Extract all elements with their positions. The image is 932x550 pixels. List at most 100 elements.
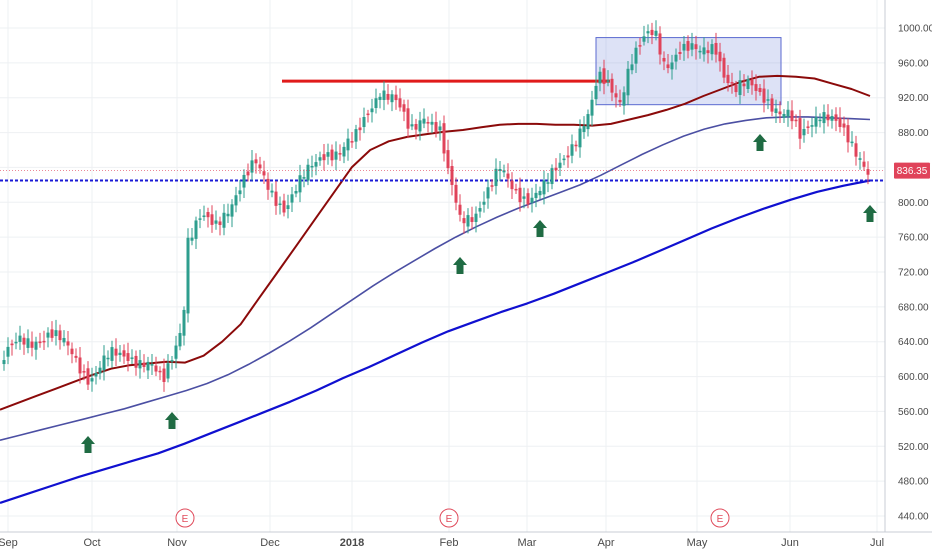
y-tick-label: 760.00	[898, 233, 929, 244]
candle	[118, 344, 122, 362]
candle	[370, 98, 374, 123]
candle-body	[706, 50, 710, 54]
candle-body	[186, 237, 190, 314]
candle-body	[78, 357, 82, 374]
candle-body	[226, 213, 230, 217]
candle-body	[258, 164, 262, 169]
candle	[778, 101, 782, 123]
candle-body	[862, 161, 866, 167]
candle-body	[794, 119, 798, 122]
candle-body	[126, 353, 130, 361]
candle-body	[602, 68, 606, 84]
candle-body	[798, 118, 802, 139]
candle	[610, 73, 614, 102]
y-tick-label: 640.00	[898, 337, 929, 348]
candle-body	[438, 126, 442, 131]
candle-body	[754, 84, 758, 91]
candle	[770, 93, 774, 117]
candle	[158, 366, 162, 381]
candle	[238, 180, 242, 202]
candle	[334, 141, 338, 171]
candle	[534, 183, 538, 208]
candle-body	[450, 166, 454, 185]
candle	[126, 342, 130, 372]
candle	[230, 199, 234, 228]
candle	[98, 360, 102, 380]
candle	[818, 113, 822, 128]
candle	[210, 205, 214, 233]
candle	[510, 172, 514, 199]
candle-body	[86, 368, 90, 385]
candle	[190, 228, 194, 246]
candle-body	[790, 110, 794, 122]
candle-body	[610, 78, 614, 93]
candle	[330, 144, 334, 167]
x-tick-label: Sep	[0, 537, 18, 549]
candle-body	[18, 335, 22, 342]
candle	[486, 179, 490, 209]
candle	[830, 109, 834, 129]
candle-body	[674, 54, 678, 62]
candle	[810, 117, 814, 138]
candle-body	[422, 118, 426, 124]
candle	[18, 325, 22, 350]
candle-body	[6, 346, 10, 357]
candle-body	[542, 180, 546, 195]
candle	[766, 89, 770, 110]
up-arrow-icon	[165, 412, 179, 429]
candle	[658, 26, 662, 65]
candle-body	[338, 153, 342, 155]
candle-body	[162, 368, 166, 382]
candle-body	[114, 348, 118, 356]
candle	[422, 108, 426, 129]
candle-body	[178, 333, 182, 347]
candle-body	[458, 204, 462, 215]
candle	[342, 142, 346, 164]
candle-body	[826, 114, 830, 121]
candle	[278, 196, 282, 215]
candle-body	[46, 332, 50, 338]
candle-body	[30, 341, 34, 348]
candle-body	[174, 345, 178, 359]
candle	[466, 208, 470, 234]
candle	[250, 150, 254, 181]
candle	[506, 163, 510, 188]
candle-body	[434, 122, 438, 133]
candle	[186, 228, 190, 323]
candle-body	[306, 164, 310, 181]
candle-body	[66, 341, 70, 346]
candle	[358, 117, 362, 141]
y-tick-label: 520.00	[898, 442, 929, 453]
candle	[614, 85, 618, 108]
candle	[842, 116, 846, 136]
candle	[686, 35, 690, 59]
candle	[34, 336, 38, 360]
candle	[494, 158, 498, 195]
candle	[366, 109, 370, 123]
candle-body	[74, 355, 78, 358]
candle-body	[342, 146, 346, 157]
candle-body	[666, 64, 670, 69]
candle-body	[734, 84, 738, 93]
candle	[450, 159, 454, 196]
candle	[266, 172, 270, 200]
candle-body	[478, 208, 482, 212]
candle	[458, 194, 462, 222]
candle	[146, 356, 150, 379]
candle-body	[326, 152, 330, 157]
up-arrow-icon	[533, 220, 547, 237]
x-tick-label: Nov	[167, 537, 187, 549]
candle-body	[534, 192, 538, 199]
y-tick-label: 800.00	[898, 198, 929, 209]
candle-body	[10, 343, 14, 346]
candle	[218, 216, 222, 236]
candle	[470, 206, 474, 230]
candle-body	[642, 36, 646, 42]
candle-body	[266, 178, 270, 190]
candle	[738, 70, 742, 104]
candle-body	[474, 213, 478, 222]
candle	[390, 90, 394, 112]
candle-body	[738, 80, 742, 95]
y-tick-label: 480.00	[898, 477, 929, 488]
candle	[606, 70, 610, 87]
